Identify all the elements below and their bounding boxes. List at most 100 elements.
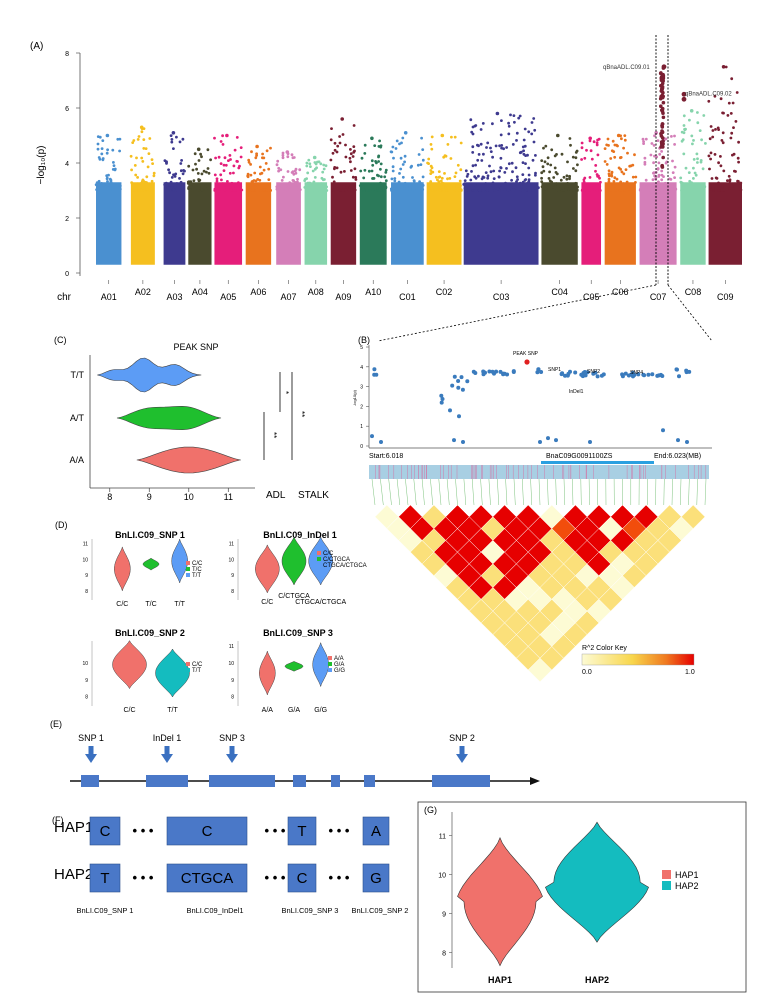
manhattan-point xyxy=(465,183,469,187)
manhattan-point xyxy=(468,183,472,187)
manhattan-point xyxy=(728,179,732,183)
manhattan-point xyxy=(399,167,403,171)
manhattan-point xyxy=(359,169,363,173)
manhattan-point xyxy=(351,155,355,158)
manhattan-point xyxy=(511,143,515,146)
manhattan-point xyxy=(259,172,262,176)
b-point-low xyxy=(546,436,550,441)
manhattan-point xyxy=(733,182,737,186)
manhattan-point xyxy=(339,170,343,174)
manhattan-point xyxy=(681,138,685,142)
b-point xyxy=(687,369,692,374)
manhattan-point xyxy=(309,165,312,169)
b-point-low xyxy=(461,440,465,444)
manhattan-point xyxy=(163,183,167,187)
legend-label: A/A xyxy=(334,656,344,662)
manhattan-point xyxy=(711,186,715,190)
b-point xyxy=(623,371,628,376)
manhattan-point xyxy=(408,188,412,192)
manhattan-point xyxy=(391,169,395,173)
ld-connector xyxy=(522,478,524,506)
manhattan-point xyxy=(312,180,316,184)
manhattan-point xyxy=(214,156,218,160)
manhattan-point xyxy=(500,119,503,122)
category-label: T/T xyxy=(71,370,85,380)
manhattan-point xyxy=(476,158,480,162)
manhattan-point xyxy=(690,134,694,138)
b-point xyxy=(641,372,646,377)
manhattan-point xyxy=(503,171,507,174)
manhattan-point xyxy=(629,164,633,168)
manhattan-point xyxy=(175,135,178,139)
manhattan-point xyxy=(391,189,395,192)
b-point xyxy=(440,397,445,401)
manhattan-point xyxy=(568,174,571,178)
manhattan-point xyxy=(411,188,415,192)
manhattan-point xyxy=(519,189,523,192)
b-point xyxy=(650,372,655,377)
b-point xyxy=(620,374,625,379)
manhattan-point xyxy=(181,172,185,176)
manhattan-point xyxy=(398,185,401,189)
manhattan-point xyxy=(692,166,695,170)
manhattan-point xyxy=(652,161,655,165)
manhattan-point xyxy=(277,189,281,192)
manhattan-point xyxy=(717,189,721,192)
manhattan-point xyxy=(612,182,616,186)
manhattan-point xyxy=(269,188,272,192)
manhattan-point xyxy=(455,185,459,189)
manhattan-point xyxy=(232,164,236,168)
manhattan-point xyxy=(658,152,662,156)
manhattan-point xyxy=(664,189,668,192)
manhattan-point xyxy=(259,189,263,192)
sig-star-3: ** xyxy=(297,411,306,417)
manhattan-point xyxy=(229,188,233,192)
manhattan-point xyxy=(562,188,566,192)
manhattan-point xyxy=(152,174,156,178)
manhattan-point xyxy=(363,152,367,155)
manhattan-point xyxy=(463,179,467,183)
manhattan-point xyxy=(606,137,610,141)
legend-label: C/CTGCA xyxy=(323,557,350,563)
manhattan-point xyxy=(341,133,345,136)
violin-panel-ytick: 8 xyxy=(85,695,88,701)
manhattan-point xyxy=(288,181,292,185)
manhattan-point xyxy=(410,164,413,168)
manhattan-point xyxy=(390,177,394,181)
manhattan-point xyxy=(660,169,664,173)
manhattan-point xyxy=(267,167,271,171)
manhattan-point xyxy=(553,166,557,170)
manhattan-point xyxy=(671,171,675,175)
manhattan-point xyxy=(206,167,210,170)
manhattan-peak-point xyxy=(105,133,110,138)
manhattan-band-A02 xyxy=(130,182,155,265)
violin-T/T xyxy=(171,538,188,584)
manhattan-point xyxy=(649,153,653,157)
qtl-column-point xyxy=(661,74,666,78)
violin-panel-ytick: 11 xyxy=(229,542,234,548)
x-tick-label: 9 xyxy=(147,492,152,502)
manhattan-point xyxy=(377,189,381,192)
manhattan-point xyxy=(477,174,480,178)
manhattan-point xyxy=(325,185,328,189)
manhattan-point xyxy=(484,171,488,175)
manhattan-point xyxy=(528,189,532,192)
manhattan-point xyxy=(450,135,453,139)
qtl-column-point xyxy=(659,104,663,108)
manhattan-point xyxy=(580,158,583,161)
manhattan-point xyxy=(694,173,698,177)
manhattan-point xyxy=(673,176,676,180)
violin-panel-ytick: 8 xyxy=(85,589,88,595)
chr-label-A09: A09 xyxy=(335,292,351,302)
manhattan-point xyxy=(693,171,697,175)
manhattan-point xyxy=(395,139,399,143)
manhattan-point xyxy=(111,148,115,152)
manhattan-point xyxy=(332,180,336,184)
manhattan-point xyxy=(559,187,562,191)
manhattan-point xyxy=(583,156,587,160)
panel-c-categories: T/T A/T A/A xyxy=(69,370,84,465)
exon-4 xyxy=(293,775,306,787)
manhattan-band-C04 xyxy=(541,182,578,265)
manhattan-point xyxy=(181,183,185,187)
